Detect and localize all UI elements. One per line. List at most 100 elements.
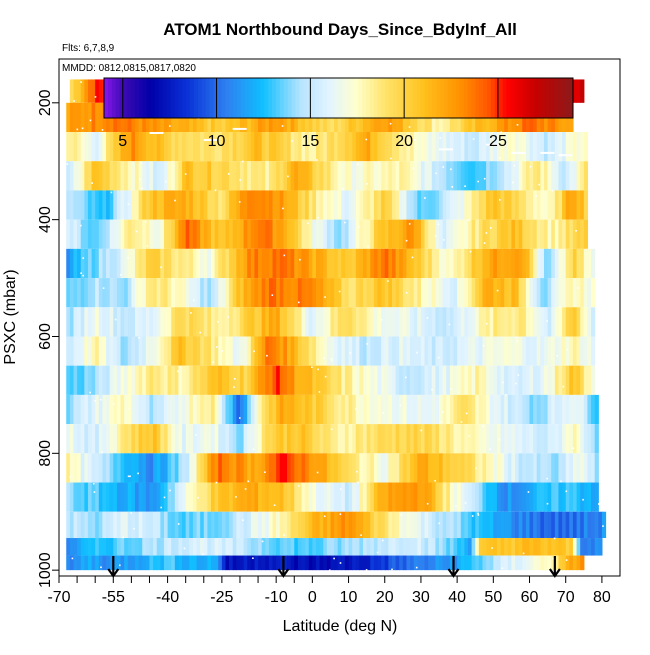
heatmap-cell [142,248,147,279]
heatmap-cell [391,278,397,308]
heatmap-cell [326,278,332,308]
sample-gap-dot [512,181,514,184]
heatmap-cell [250,365,256,395]
heatmap-cell [174,365,180,395]
heatmap-cell [359,511,364,539]
heatmap-cell [399,248,404,279]
heatmap-cell [305,190,310,220]
heatmap-cell [297,161,303,191]
heatmap-cell [247,307,252,337]
heatmap-cell [511,482,516,512]
heatmap-cell [182,424,187,454]
heatmap-cell [496,365,502,395]
heatmap-cell [239,555,245,571]
heatmap-cell [402,161,408,191]
heatmap-cell [80,424,85,454]
heatmap-cell [355,161,361,191]
heatmap-cell [352,365,357,395]
sample-gap-dot [468,435,471,437]
heatmap-cell [381,219,386,249]
sample-gap-dot [163,496,166,499]
colorbar-segment [279,78,285,118]
heatmap-cell [529,132,534,162]
heatmap-cell [446,482,451,512]
heatmap-cell [359,307,364,337]
heatmap-cell [124,365,129,395]
heatmap-cell [424,394,429,425]
heatmap-cell [540,219,545,249]
heatmap-cell [348,336,353,366]
heatmap-cell [543,538,549,556]
heatmap-cell [91,248,96,279]
heatmap-cell [77,482,82,512]
heatmap-cell [388,190,393,220]
heatmap-cell [337,248,342,279]
heatmap-cell [373,394,379,425]
heatmap-cell [543,190,549,220]
heatmap-cell [428,538,433,556]
heatmap-cell [420,394,426,425]
colorbar-segment [479,78,484,118]
sample-gap-dot [239,179,241,181]
heatmap-cell [174,555,180,571]
heatmap-cell [84,555,89,571]
heatmap-cell [102,482,107,512]
heatmap-cell [214,132,219,162]
y-tick-label: 600 [37,323,54,350]
heatmap-cell [580,482,585,512]
sample-gap-dot [405,376,407,379]
sample-gap-dot [389,122,392,125]
heatmap-cell [424,307,429,337]
heatmap-cell [330,394,335,425]
heatmap-cell [127,219,132,249]
heatmap-cell [261,161,266,191]
sample-gap-dot [307,222,309,225]
colorbar-segment [350,78,355,118]
heatmap-cell [153,511,158,539]
heatmap-cell [373,538,379,556]
heatmap-cell [533,511,538,539]
heatmap-cell [218,307,223,337]
sample-gap-dot [565,490,568,493]
heatmap-cell [131,394,136,425]
heatmap-cell [435,482,440,512]
heatmap-cell [84,538,89,556]
heatmap-cell [348,219,353,249]
sample-gap-dot [501,567,504,569]
heatmap-cell [467,482,473,512]
heatmap-cell [109,132,114,162]
heatmap-cell [73,555,78,571]
heatmap-cell [562,538,567,556]
heatmap-cell [399,132,404,162]
heatmap-cell [149,482,154,512]
heatmap-cell [363,365,368,395]
heatmap-cell [163,307,169,337]
heatmap-cell [225,248,230,279]
sample-gap-dot [546,477,548,480]
heatmap-cell [547,161,552,191]
heatmap-cell [446,248,451,279]
heatmap-cell [120,132,125,162]
heatmap-cell [73,190,78,220]
sample-gap-dot [420,429,422,432]
heatmap-cell [326,511,332,539]
heatmap-cell [250,394,256,425]
heatmap-cell [287,511,292,539]
sample-gap-dot [165,180,167,183]
heatmap-cell [558,555,563,571]
heatmap-cell [290,538,295,556]
heatmap-cell [236,365,241,395]
sample-gap-dot [212,361,215,363]
heatmap-cell [565,394,570,425]
heatmap-cell [315,219,321,249]
heatmap-cell [319,555,324,571]
heatmap-cell [424,511,429,539]
heatmap-cell [276,555,281,571]
heatmap-cell [171,424,176,454]
heatmap-cell [102,336,107,366]
heatmap-cell [69,336,75,366]
heatmap-cell [156,132,161,162]
sample-gap-dot [127,203,130,205]
heatmap-cell [182,453,187,483]
heatmap-cell [352,511,357,539]
